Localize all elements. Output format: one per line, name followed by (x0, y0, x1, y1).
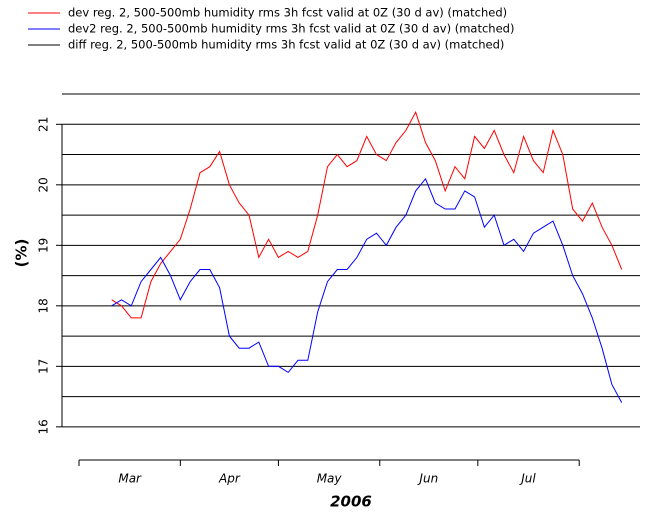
series-line (111, 110, 623, 319)
x-tick-label: Jul (519, 472, 536, 486)
y-tick-label: 17 (37, 359, 51, 374)
y-tick-label: 18 (37, 298, 51, 313)
series-line (111, 177, 623, 403)
y-tick-label: 16 (37, 419, 51, 434)
x-tick-label: Jun (417, 472, 438, 486)
x-tick-label: Mar (118, 472, 142, 486)
y-tick-label: 21 (37, 117, 51, 132)
x-tick-label: May (317, 472, 343, 486)
y-axis-label: (%) (13, 239, 31, 268)
x-tick-label: Apr (218, 472, 241, 486)
legend-label: diff reg. 2, 500-500mb humidity rms 3h f… (68, 38, 504, 52)
legend-label: dev2 reg. 2, 500-500mb humidity rms 3h f… (68, 22, 514, 36)
x-axis-label: 2006 (330, 493, 372, 511)
y-tick-label: 20 (37, 177, 51, 192)
y-tick-label: 19 (37, 238, 51, 253)
legend-label: dev reg. 2, 500-500mb humidity rms 3h fc… (68, 6, 507, 20)
